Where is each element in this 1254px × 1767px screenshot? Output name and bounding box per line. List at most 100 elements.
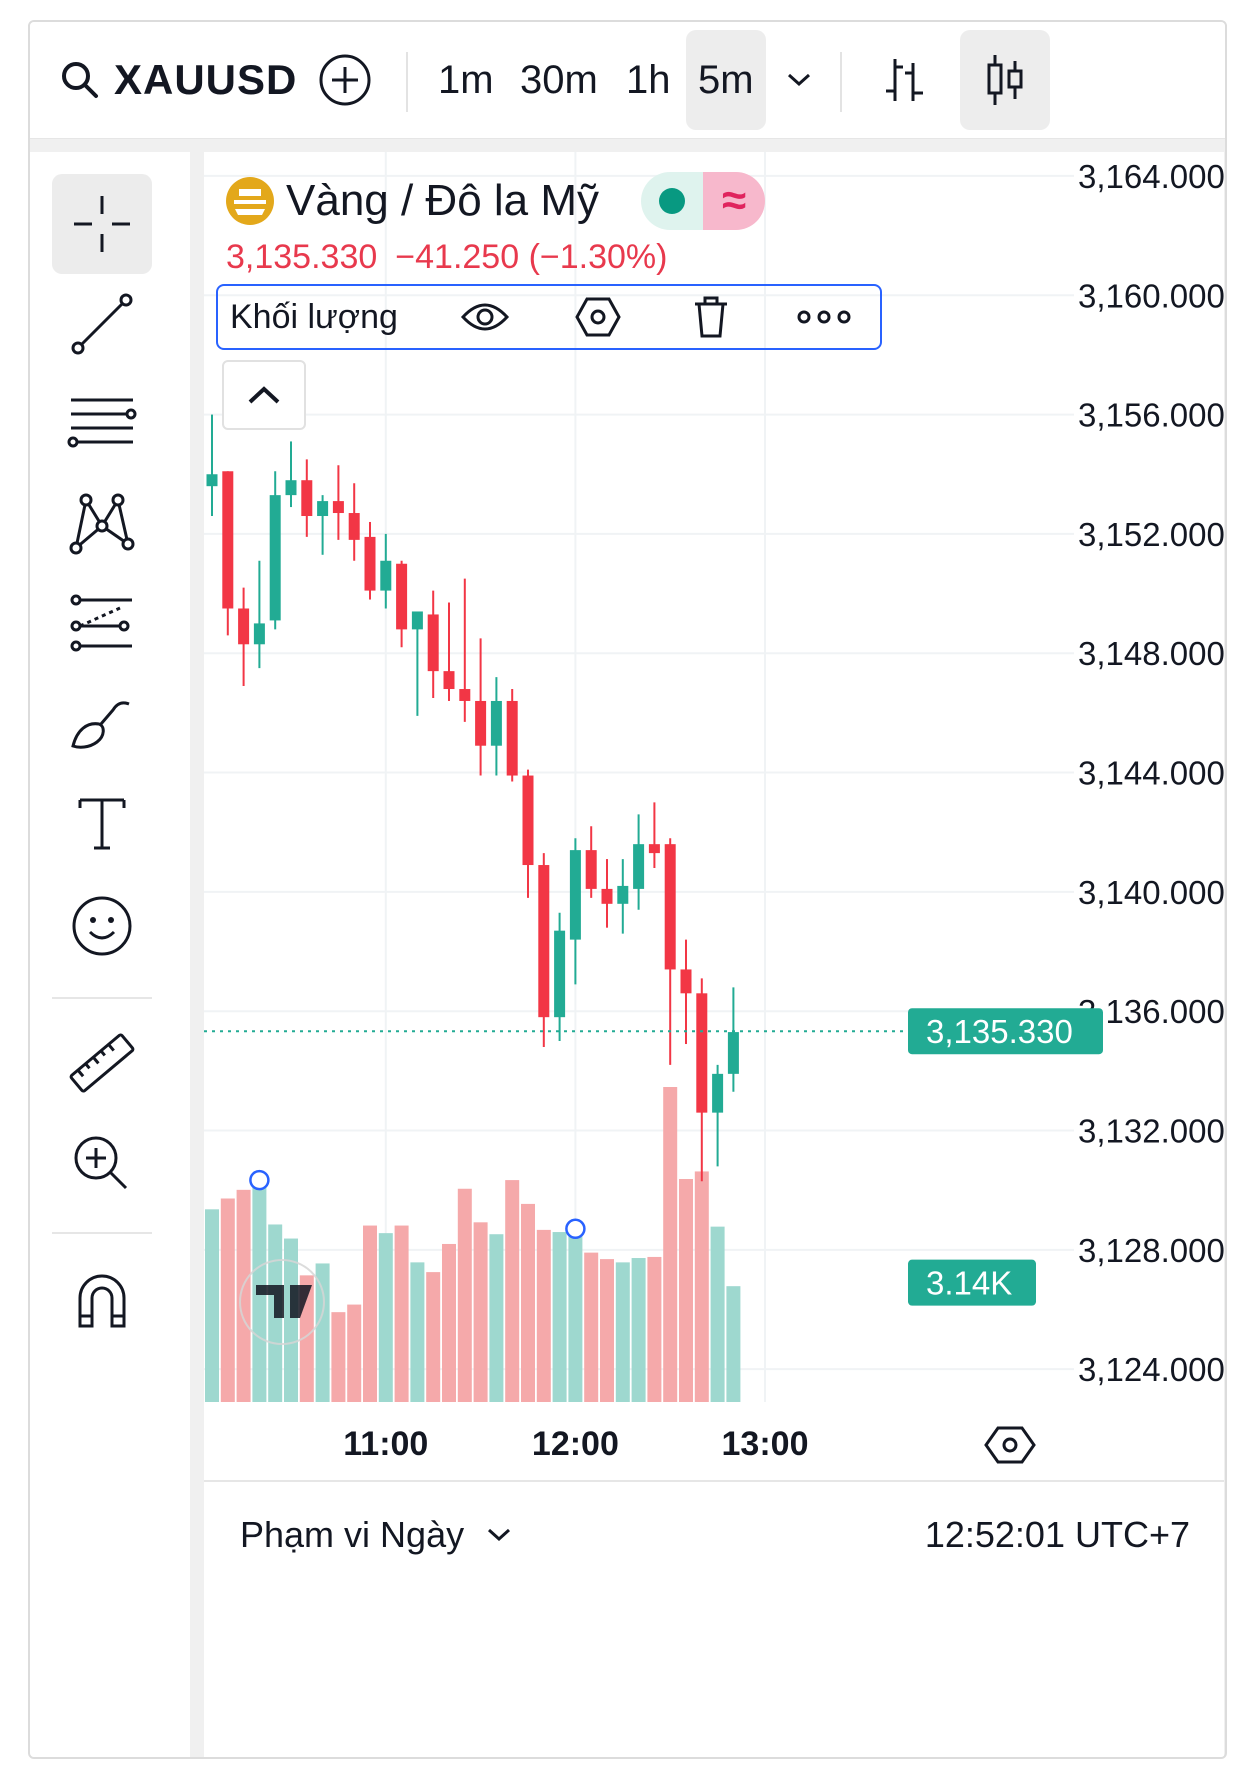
timeframe-5m[interactable]: 5m: [686, 30, 766, 130]
collapse-legend-button[interactable]: [222, 360, 306, 430]
app-frame: XAUUSD 1m 30m 1h 5m: [28, 20, 1227, 1759]
candle-body: [680, 969, 692, 994]
horizontal-lines-tool[interactable]: [52, 374, 152, 474]
y-tick-label: 3,140.000: [1078, 874, 1224, 911]
toolbar-divider: [840, 52, 842, 112]
ohlc-bars-icon: [886, 59, 923, 101]
volume-bar: [536, 1229, 551, 1402]
volume-bar: [315, 1263, 330, 1402]
volume-marker: [249, 1169, 270, 1191]
timezone-clock[interactable]: 12:52:01 UTC+7: [924, 1514, 1190, 1555]
brush-icon: [71, 701, 130, 749]
candle-body: [522, 775, 534, 866]
more-options-button[interactable]: [767, 309, 880, 325]
volume-bar: [584, 1252, 599, 1402]
candle-body: [269, 495, 281, 621]
last-price-badge: [908, 1008, 1103, 1055]
trend-line-tool[interactable]: [52, 274, 152, 374]
crosshair-tool[interactable]: [52, 174, 152, 274]
candle-body: [238, 608, 250, 645]
y-tick-label: 3,144.000: [1078, 755, 1224, 792]
magnet-tool[interactable]: [52, 1250, 152, 1350]
chevron-down-icon: [488, 1528, 511, 1542]
volume-badge: [908, 1259, 1036, 1306]
candle-body: [585, 850, 597, 889]
candle-body: [222, 471, 234, 609]
price-change-percent: (−1.30%): [528, 238, 668, 276]
settings-button[interactable]: [542, 296, 655, 338]
y-tick-label: 3,128.000: [1078, 1232, 1224, 1269]
volume-marker: [565, 1218, 586, 1240]
measure-tool[interactable]: [52, 1014, 152, 1114]
symbol-search[interactable]: XAUUSD: [60, 22, 297, 138]
symbol-description: Vàng / Đô la Mỹ: [286, 176, 600, 225]
x-tick-label: 12:00: [532, 1425, 619, 1463]
volume-bar: [378, 1233, 393, 1402]
candle-body: [617, 885, 629, 904]
candle-body: [569, 850, 581, 940]
indicator-label: Khối lượng: [230, 297, 398, 336]
candle-body: [538, 865, 550, 1018]
bar-chart-type-button[interactable]: [870, 22, 940, 138]
delete-button[interactable]: [654, 296, 767, 338]
brush-tool[interactable]: [52, 674, 152, 774]
volume-bar: [473, 1222, 488, 1402]
chevron-up-icon: [248, 386, 280, 404]
date-range-dropdown[interactable]: Phạm vi Ngày: [240, 1514, 512, 1556]
candles-chart-type-button[interactable]: [960, 30, 1050, 130]
eye-icon: [461, 303, 510, 331]
visibility-button[interactable]: [429, 299, 542, 335]
candle-body: [475, 700, 487, 746]
volume-bar: [457, 1188, 472, 1402]
candle-body: [396, 563, 408, 630]
volume-bar: [363, 1225, 377, 1402]
candle-body: [301, 480, 313, 517]
toolbar-divider: [52, 997, 152, 999]
volume-indicator-legend[interactable]: Khối lượng: [216, 284, 882, 350]
candle-body: [380, 560, 392, 591]
candle-body: [364, 536, 376, 591]
gold-bars-icon: [226, 177, 274, 225]
candle-body: [490, 700, 502, 746]
more-dots-icon: [797, 310, 851, 324]
tradingview-logo: [239, 1259, 325, 1345]
volume-bar: [631, 1258, 646, 1402]
market-status-pill[interactable]: ≈: [641, 172, 766, 230]
hexagon-center: [1002, 1437, 1018, 1453]
trend-line-icon: [71, 293, 133, 355]
candle-body: [712, 1073, 724, 1113]
price-chart[interactable]: 3,164.000 3,160.000 3,156.000 3,152.000 3,14…: [204, 152, 1224, 1480]
ruler-icon: [69, 1033, 135, 1093]
volume-bar: [568, 1228, 583, 1402]
candle-body: [664, 844, 676, 970]
candle-body: [727, 1032, 739, 1074]
candle-body: [506, 700, 518, 776]
timeframe-1m[interactable]: 1m: [438, 57, 494, 102]
emoji-tool[interactable]: [52, 876, 152, 976]
hexagon-shape: [984, 1426, 1036, 1464]
zoom-tool[interactable]: [52, 1114, 152, 1214]
candle-body: [206, 474, 218, 487]
candle-body: [348, 513, 360, 540]
axis-settings-icon: [984, 1426, 1036, 1464]
volume-bar: [710, 1226, 725, 1402]
candle-body: [253, 623, 265, 645]
timeframe-dropdown[interactable]: [774, 22, 824, 138]
volume-bar: [284, 1238, 298, 1402]
approx-data-icon: ≈: [703, 172, 766, 230]
compare-button[interactable]: [315, 22, 375, 138]
forecast-tool[interactable]: [52, 574, 152, 674]
volume-bar: [694, 1171, 709, 1402]
volume-label: 3.14K: [926, 1265, 1012, 1302]
timeframe-1h[interactable]: 1h: [626, 57, 671, 102]
timeframe-30m[interactable]: 30m: [520, 57, 598, 102]
pattern-tool[interactable]: [52, 474, 152, 574]
last-price-label: 3,135.330: [926, 1013, 1073, 1050]
y-tick-label: 3,148.000: [1078, 635, 1224, 672]
magnet-icon: [78, 1274, 126, 1328]
text-tool[interactable]: [52, 774, 152, 874]
volume-bar: [726, 1286, 741, 1402]
candle-body: [601, 888, 613, 904]
xabcd-pattern-icon: [69, 493, 135, 555]
volume-bar: [489, 1234, 504, 1402]
